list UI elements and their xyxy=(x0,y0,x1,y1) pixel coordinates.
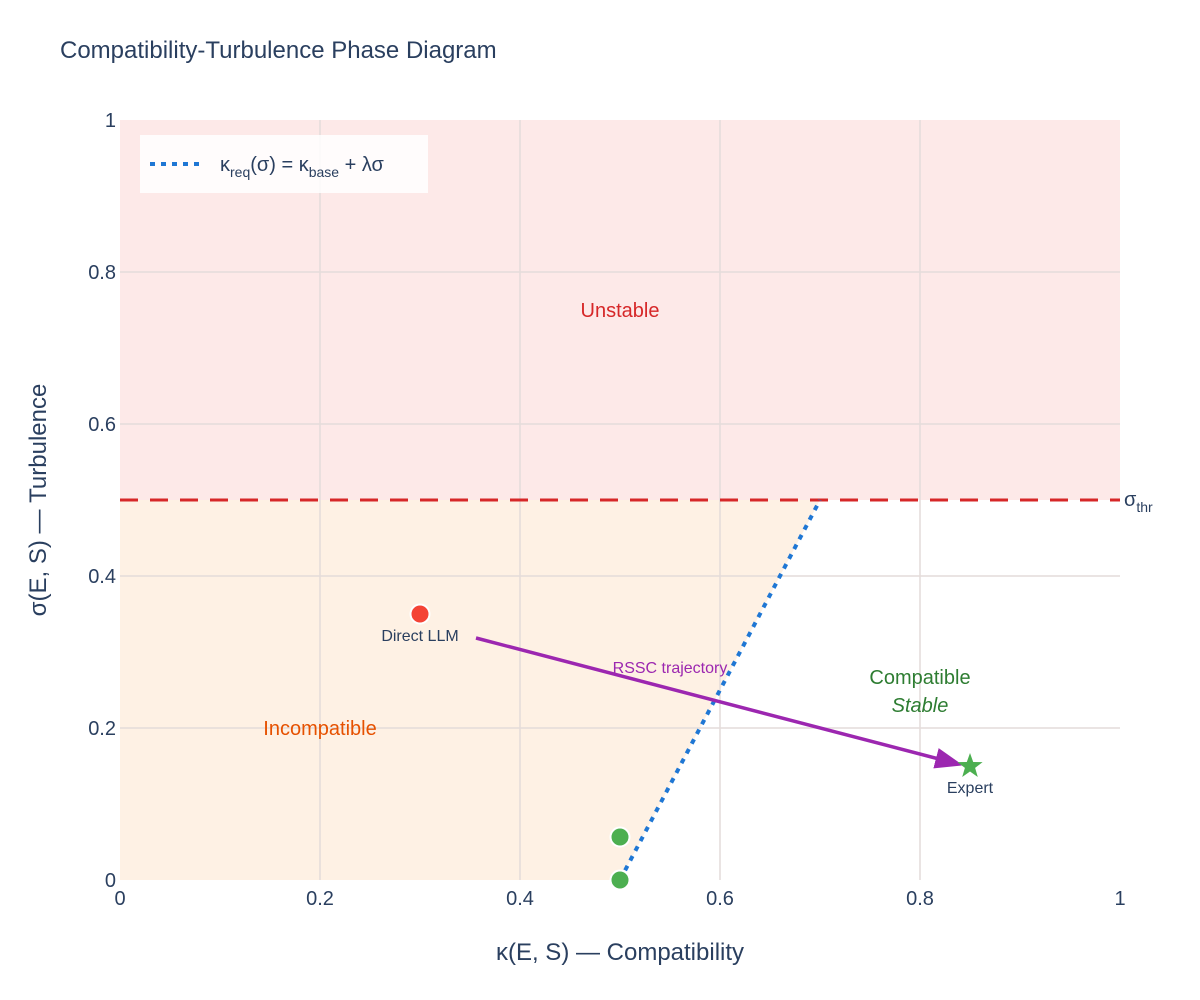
x-tick: 0.6 xyxy=(706,888,734,910)
plot-regions xyxy=(120,120,1120,880)
y-tick: 0 xyxy=(105,870,116,892)
x-axis-ticks: 0 0.2 0.4 0.6 0.8 1 xyxy=(114,888,1125,910)
unstable-label: Unstable xyxy=(581,300,660,322)
direct-llm-point[interactable] xyxy=(409,603,431,625)
direct-llm-label: Direct LLM xyxy=(381,628,458,645)
x-tick: 0.8 xyxy=(906,888,934,910)
green-point-origin[interactable] xyxy=(609,869,631,891)
rssc-trajectory-arrow xyxy=(475,636,964,769)
x-tick: 1 xyxy=(1114,888,1125,910)
incompatible-region xyxy=(120,500,820,880)
y-axis-ticks: 0 0.2 0.4 0.6 0.8 1 xyxy=(88,110,116,892)
green-point-upper[interactable] xyxy=(609,826,631,848)
y-tick: 1 xyxy=(105,110,116,132)
y-tick: 0.6 xyxy=(88,414,116,436)
x-tick: 0.2 xyxy=(306,888,334,910)
compatible-region xyxy=(620,500,1120,880)
y-tick: 0.8 xyxy=(88,262,116,284)
compatible-label: Compatible xyxy=(869,667,970,689)
legend-entry-kappa-req[interactable]: κreq(σ) = κbase + λσ xyxy=(220,154,385,180)
x-tick: 0 xyxy=(114,888,125,910)
y-axis-title: σ(E, S) — Turbulence xyxy=(25,384,52,617)
rssc-trajectory-label: RSSC trajectory xyxy=(613,660,728,677)
y-tick: 0.2 xyxy=(88,718,116,740)
expert-label: Expert xyxy=(947,780,994,797)
x-tick: 0.4 xyxy=(506,888,534,910)
y-tick: 0.4 xyxy=(88,566,116,588)
x-axis-title: κ(E, S) — Compatibility xyxy=(496,939,744,966)
legend: κreq(σ) = κbase + λσ xyxy=(140,135,428,193)
incompatible-label: Incompatible xyxy=(263,718,376,740)
stable-label: Stable xyxy=(892,695,949,717)
threshold-label: σthr xyxy=(1124,489,1153,515)
chart-title: Compatibility-Turbulence Phase Diagram xyxy=(60,37,497,64)
expert-star-point[interactable] xyxy=(957,753,983,777)
